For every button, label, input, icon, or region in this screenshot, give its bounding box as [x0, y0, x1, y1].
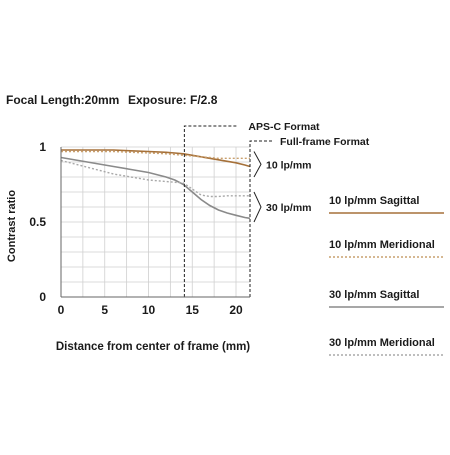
x-tick-label: 20 — [229, 303, 243, 317]
annotation-layer: 10 lp/mm 30 lp/mm — [253, 151, 312, 223]
y-axis-label: Contrast ratio — [6, 190, 18, 262]
x-tick-label: 10 — [142, 303, 156, 317]
focal-length-label: Focal Length:20mm — [6, 93, 119, 107]
series-layer — [60, 149, 251, 220]
legend-label: 30 lp/mm Meridional — [329, 337, 435, 349]
y-tick-label: 0.5 — [29, 215, 46, 229]
y-tick-label: 1 — [39, 140, 46, 154]
x-tick-label: 0 — [58, 303, 65, 317]
legend-label: 30 lp/mm Sagittal — [329, 289, 419, 301]
series-line-3 — [60, 159, 250, 198]
series-line-0 — [61, 149, 251, 168]
x-tick-label: 15 — [186, 303, 200, 317]
series-line-1 — [61, 150, 250, 160]
y-tick-label: 0 — [39, 290, 46, 304]
lpmm-annotation-label: 30 lp/mm — [266, 202, 312, 214]
format-layer: APS-C Format Full-frame Format — [183, 121, 370, 297]
full-frame-format-label: Full-frame Format — [280, 136, 370, 148]
legend-label: 10 lp/mm Meridional — [329, 239, 435, 251]
grid-layer — [60, 146, 250, 298]
series-line-2 — [60, 156, 251, 220]
x-axis-label: Distance from center of frame (mm) — [56, 341, 250, 353]
lpmm-bracket-1 — [253, 191, 262, 223]
aps-c-boundary — [183, 125, 237, 297]
legend-layer: 10 lp/mm Sagittal 10 lp/mm Meridional 30 l… — [329, 195, 444, 356]
x-tick-label: 5 — [101, 303, 108, 317]
full-frame-boundary — [249, 140, 272, 297]
aps-c-format-label: APS-C Format — [248, 121, 320, 133]
lpmm-bracket-0 — [253, 151, 262, 178]
axis-layer: 0 5 10 15 20 0 0.5 1 — [29, 140, 250, 317]
legend-label: 10 lp/mm Sagittal — [329, 195, 419, 207]
lpmm-annotation-label: 10 lp/mm — [266, 159, 312, 171]
exposure-label: Exposure: F/2.8 — [128, 93, 218, 107]
